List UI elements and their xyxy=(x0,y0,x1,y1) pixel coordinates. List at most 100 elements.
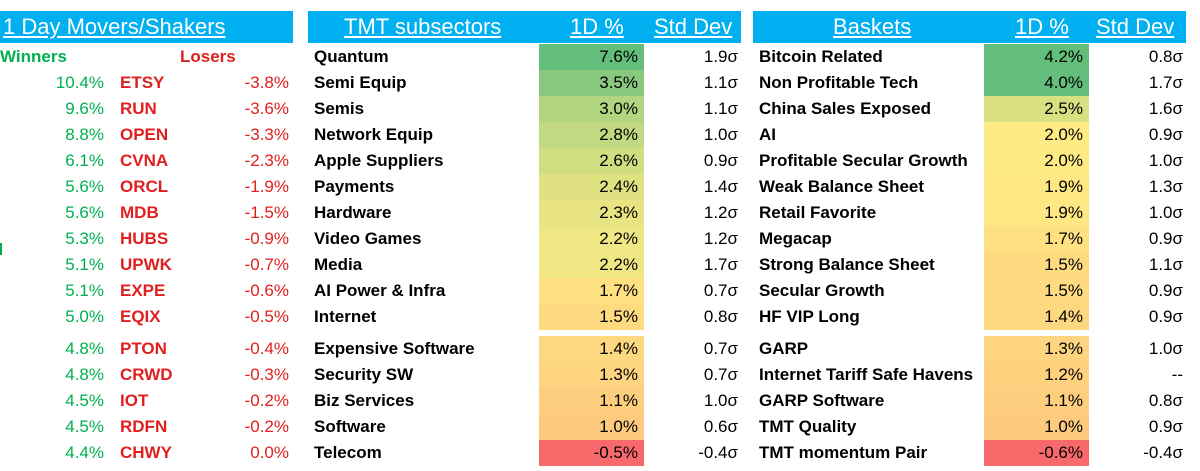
loser-ticker: EQIX xyxy=(120,307,161,326)
subsector-name: Quantum xyxy=(314,47,389,66)
subsector-name: Hardware xyxy=(314,203,392,222)
baskets-title: Baskets xyxy=(833,14,912,39)
subsector-std-dev: 0.9σ xyxy=(703,151,738,170)
mover-row: 5.6% ORCL -1.9% xyxy=(0,174,295,200)
subsector-std-dev: 0.7σ xyxy=(703,339,738,358)
subsector-name: Media xyxy=(314,255,363,274)
loser-pct: -1.9% xyxy=(244,177,289,196)
basket-1d-pct: 2.0% xyxy=(984,122,1089,148)
mover-row: 6.1% CVNA -2.3% xyxy=(0,148,295,174)
winner-pct: 9.6% xyxy=(65,99,104,118)
movers-panel: 1 Day Movers/Shakers Winners Losers 10.4… xyxy=(0,11,295,471)
winner-pct: 5.3% xyxy=(65,229,104,248)
subsector-name: Security SW xyxy=(314,365,414,384)
basket-1d-pct: 1.7% xyxy=(984,226,1089,252)
loser-ticker: ETSY xyxy=(120,73,165,92)
basket-1d-pct: 4.2% xyxy=(984,44,1089,70)
subsector-row: Security SW 1.3% 0.7σ xyxy=(308,362,741,388)
subsector-name: Telecom xyxy=(314,443,382,462)
subsector-1d-pct: 2.3% xyxy=(539,200,644,226)
basket-row: GARP Software 1.1% 0.8σ xyxy=(753,388,1186,414)
basket-std-dev: 0.9σ xyxy=(1148,417,1183,436)
basket-1d-pct: 1.2% xyxy=(984,362,1089,388)
loser-pct: -0.3% xyxy=(244,365,289,384)
basket-1d-pct: 2.0% xyxy=(984,148,1089,174)
basket-row: Secular Growth 1.5% 0.9σ xyxy=(753,278,1186,304)
loser-ticker: CHWY xyxy=(120,443,172,462)
loser-ticker: CRWD xyxy=(120,365,173,384)
loser-pct: -0.6% xyxy=(244,281,289,300)
basket-name: Secular Growth xyxy=(759,281,885,300)
basket-row: Bitcoin Related 4.2% 0.8σ xyxy=(753,44,1186,70)
basket-name: Profitable Secular Growth xyxy=(759,151,968,170)
basket-1d-pct: 1.4% xyxy=(984,304,1089,330)
subsector-std-dev: 0.7σ xyxy=(703,281,738,300)
subsector-row: Video Games 2.2% 1.2σ xyxy=(308,226,741,252)
subsector-1d-pct: 1.1% xyxy=(539,388,644,414)
loser-ticker: HUBS xyxy=(120,229,169,248)
winner-pct: 8.8% xyxy=(65,125,104,144)
clipped-cell-marker xyxy=(0,243,2,255)
winner-pct: 4.5% xyxy=(65,417,104,436)
basket-row: China Sales Exposed 2.5% 1.6σ xyxy=(753,96,1186,122)
subsector-std-dev: 1.1σ xyxy=(703,73,738,92)
basket-row: Internet Tariff Safe Havens 1.2% -- xyxy=(753,362,1186,388)
subsector-1d-pct: 1.5% xyxy=(539,304,644,330)
subsectors-title: TMT subsectors xyxy=(344,14,502,39)
subsector-name: AI Power & Infra xyxy=(314,281,446,300)
basket-name: Weak Balance Sheet xyxy=(759,177,925,196)
subsector-name: Biz Services xyxy=(314,391,415,410)
subsector-1d-pct: 7.6% xyxy=(539,44,644,70)
subsector-row: Hardware 2.3% 1.2σ xyxy=(308,200,741,226)
subsector-std-dev: 0.6σ xyxy=(703,417,738,436)
loser-ticker: RUN xyxy=(120,99,157,118)
loser-pct: -2.3% xyxy=(244,151,289,170)
loser-ticker: RDFN xyxy=(120,417,168,436)
subsectors-header: TMT subsectors 1D % Std Dev xyxy=(308,11,741,43)
basket-std-dev: -- xyxy=(1171,365,1183,384)
loser-ticker: ORCL xyxy=(120,177,169,196)
basket-std-dev: 0.9σ xyxy=(1148,307,1183,326)
basket-1d-pct: 1.3% xyxy=(984,336,1089,362)
winner-pct: 10.4% xyxy=(55,73,104,92)
subsector-1d-pct: 1.0% xyxy=(539,414,644,440)
movers-title: 1 Day Movers/Shakers xyxy=(3,14,226,39)
subsector-std-dev: 1.1σ xyxy=(703,99,738,118)
mover-row: 5.6% MDB -1.5% xyxy=(0,200,295,226)
mover-row: 5.1% UPWK -0.7% xyxy=(0,252,295,278)
basket-row: GARP 1.3% 1.0σ xyxy=(753,336,1186,362)
loser-pct: -0.4% xyxy=(244,339,289,358)
subsector-1d-pct: -0.5% xyxy=(539,440,644,466)
subsector-row: Biz Services 1.1% 1.0σ xyxy=(308,388,741,414)
basket-name: Bitcoin Related xyxy=(759,47,883,66)
subsector-1d-pct: 3.5% xyxy=(539,70,644,96)
subsector-std-dev: 1.2σ xyxy=(703,229,738,248)
subsector-name: Internet xyxy=(314,307,377,326)
loser-pct: -0.9% xyxy=(244,229,289,248)
basket-std-dev: 0.9σ xyxy=(1148,229,1183,248)
winner-pct: 5.1% xyxy=(65,281,104,300)
subsectors-panel: TMT subsectors 1D % Std Dev Quantum 7.6% 1… xyxy=(308,11,741,471)
loser-ticker: IOT xyxy=(120,391,149,410)
subsector-1d-pct: 3.0% xyxy=(539,96,644,122)
basket-name: GARP xyxy=(759,339,809,358)
basket-name: Megacap xyxy=(759,229,832,248)
basket-std-dev: 1.6σ xyxy=(1148,99,1183,118)
subsector-name: Software xyxy=(314,417,386,436)
basket-std-dev: 0.8σ xyxy=(1148,391,1183,410)
subsector-1d-pct: 2.2% xyxy=(539,226,644,252)
basket-row: Retail Favorite 1.9% 1.0σ xyxy=(753,200,1186,226)
loser-pct: -0.2% xyxy=(244,391,289,410)
subsector-name: Payments xyxy=(314,177,395,196)
basket-std-dev: 0.9σ xyxy=(1148,281,1183,300)
subsector-name: Expensive Software xyxy=(314,339,475,358)
basket-std-dev: 1.3σ xyxy=(1148,177,1183,196)
basket-name: Non Profitable Tech xyxy=(759,73,919,92)
loser-pct: -0.5% xyxy=(244,307,289,326)
basket-name: TMT momentum Pair xyxy=(759,443,928,462)
loser-pct: -1.5% xyxy=(244,203,289,222)
mover-row: 4.5% IOT -0.2% xyxy=(0,388,295,414)
winner-pct: 4.4% xyxy=(65,443,104,462)
basket-std-dev: 1.0σ xyxy=(1148,203,1183,222)
subsector-1d-pct: 2.2% xyxy=(539,252,644,278)
